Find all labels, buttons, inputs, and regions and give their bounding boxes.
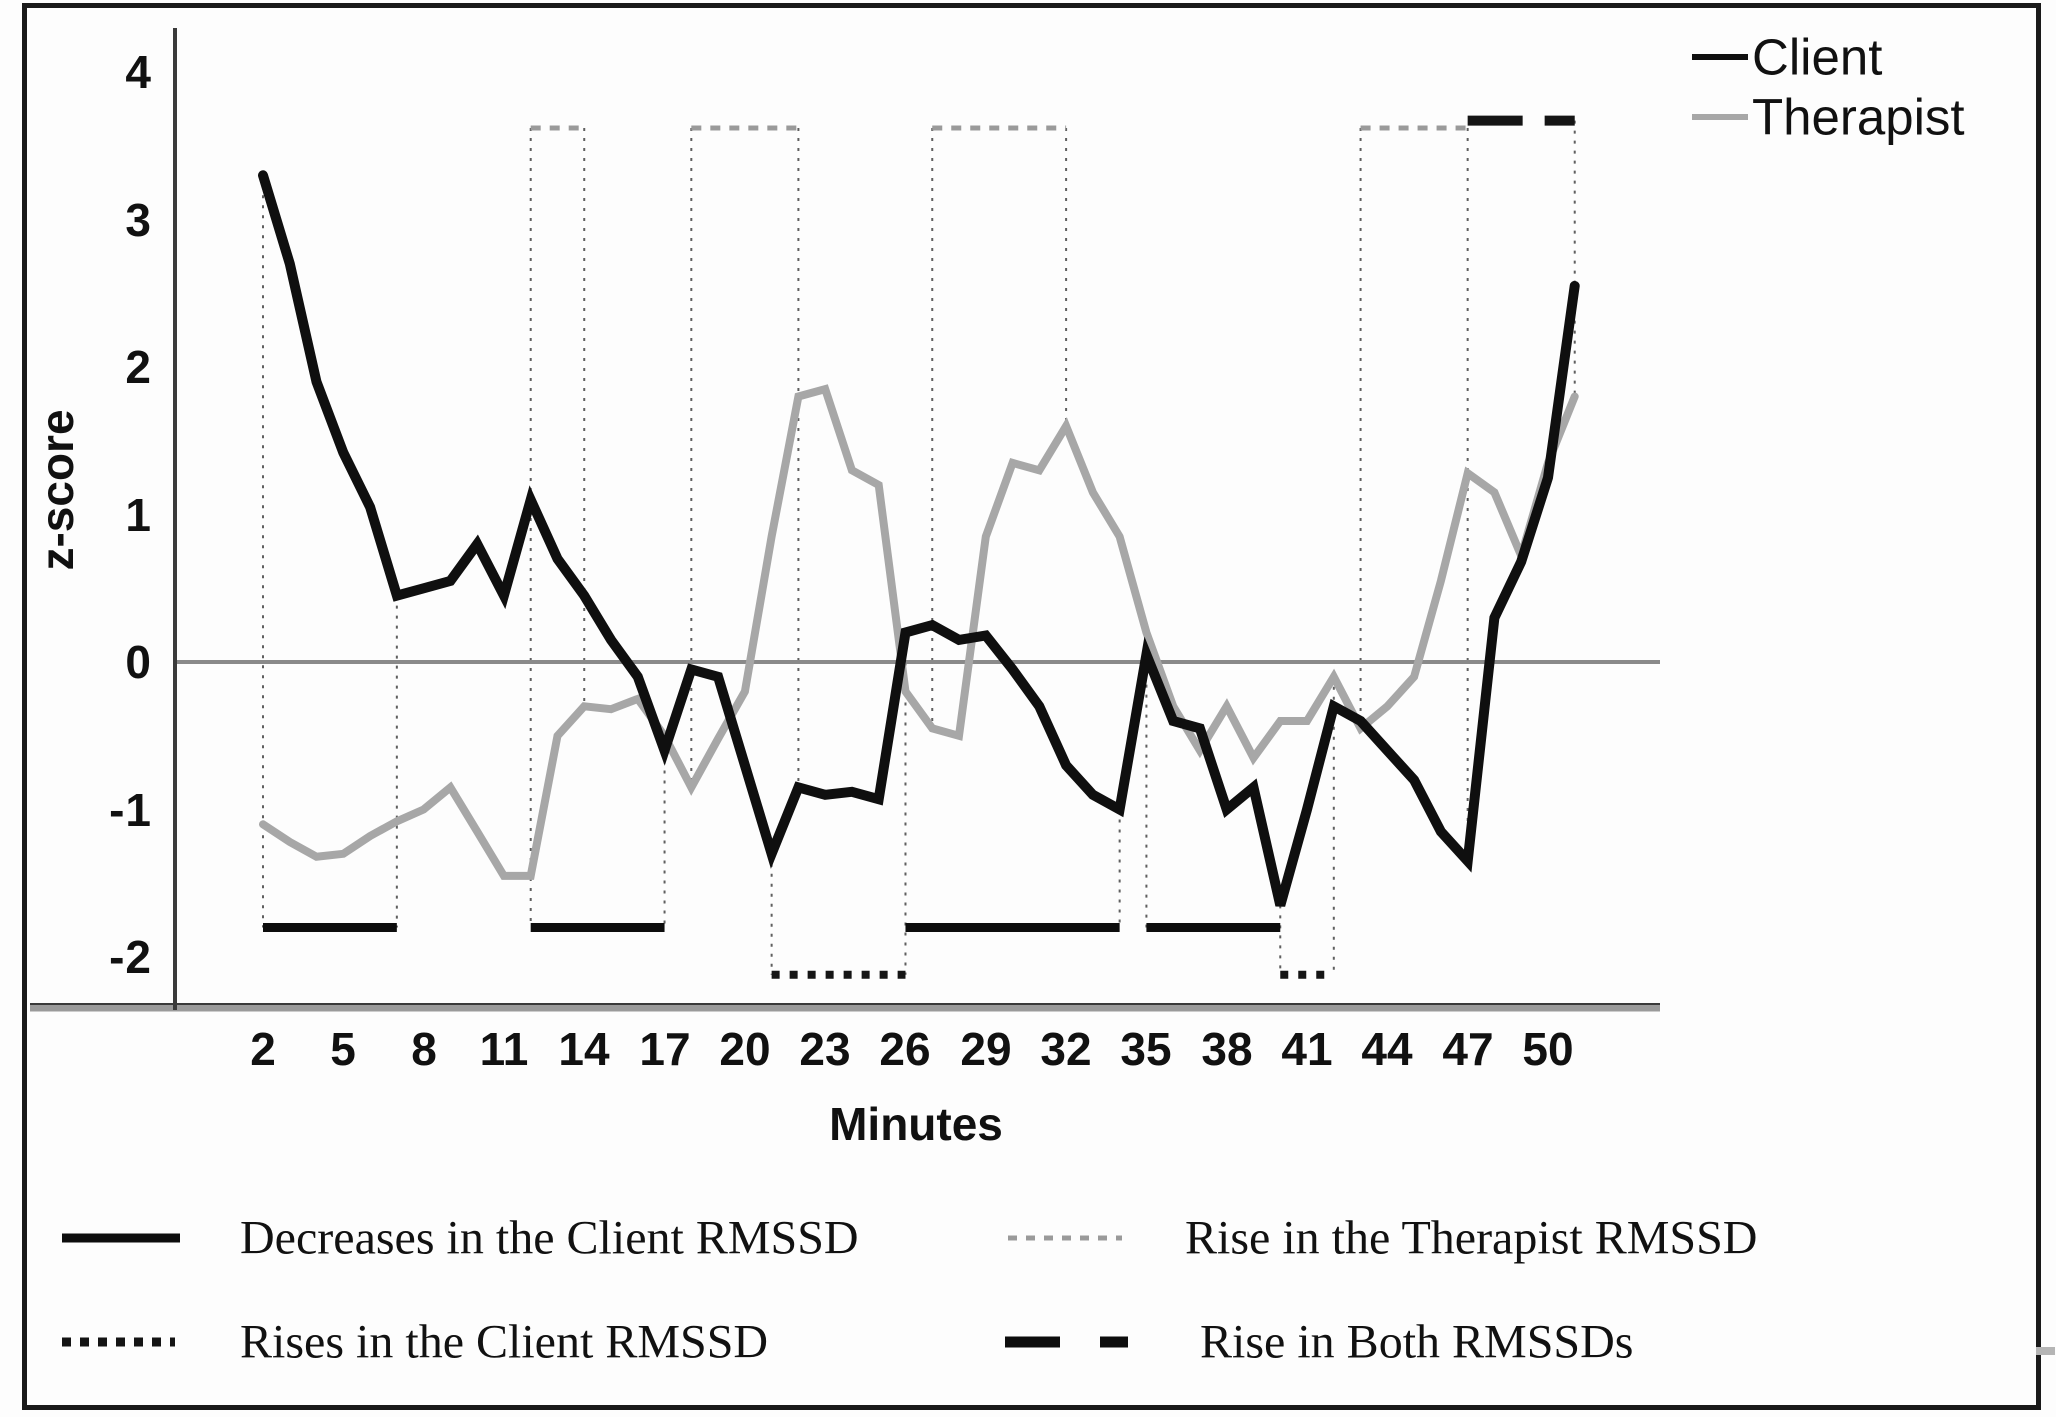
x-tick-label: 14: [558, 1023, 610, 1075]
x-tick-label: 5: [330, 1023, 356, 1075]
figure-border: [22, 3, 2041, 1410]
x-tick-label: 35: [1120, 1023, 1172, 1075]
x-tick-label: 20: [719, 1023, 771, 1075]
legend-label-solid-black: Decreases in the Client RMSSD: [240, 1211, 859, 1265]
x-tick-label: 44: [1361, 1023, 1413, 1075]
x-tick-label: 41: [1281, 1023, 1333, 1075]
x-tick-label: 8: [411, 1023, 437, 1075]
y-tick-label: 2: [125, 341, 152, 393]
x-tick-label: 47: [1442, 1023, 1494, 1075]
legend-label-client: Client: [1752, 28, 1883, 86]
legend-label-dotted-black: Rises in the Client RMSSD: [240, 1315, 769, 1369]
x-tick-label: 17: [639, 1023, 691, 1075]
x-tick-label: 29: [960, 1023, 1012, 1075]
x-tick-label: 26: [879, 1023, 931, 1075]
y-tick-label: 4: [125, 46, 152, 98]
client-line: [258, 170, 1580, 907]
x-tick-label: 23: [799, 1023, 851, 1075]
y-tick-label: 1: [125, 489, 152, 541]
y-tick-label: -2: [109, 931, 152, 983]
x-axis-title: Minutes: [829, 1098, 1003, 1150]
y-tick-label: 3: [125, 194, 152, 246]
x-tick-label: 38: [1201, 1023, 1253, 1075]
y-tick-label: 0: [125, 636, 152, 688]
y-tick-label: -1: [109, 784, 152, 836]
legend-label-therapist: Therapist: [1752, 88, 1965, 146]
x-tick-label: 2: [250, 1023, 276, 1075]
y-axis-title: z-score: [31, 409, 83, 571]
legend-label-dashed-black: Rise in Both RMSSDs: [1200, 1315, 1634, 1369]
x-tick-label: 50: [1522, 1023, 1574, 1075]
legend-label-dotted-gray: Rise in the Therapist RMSSD: [1185, 1211, 1758, 1265]
x-tick-label: 11: [479, 1023, 529, 1075]
x-tick-label: 32: [1040, 1023, 1092, 1075]
